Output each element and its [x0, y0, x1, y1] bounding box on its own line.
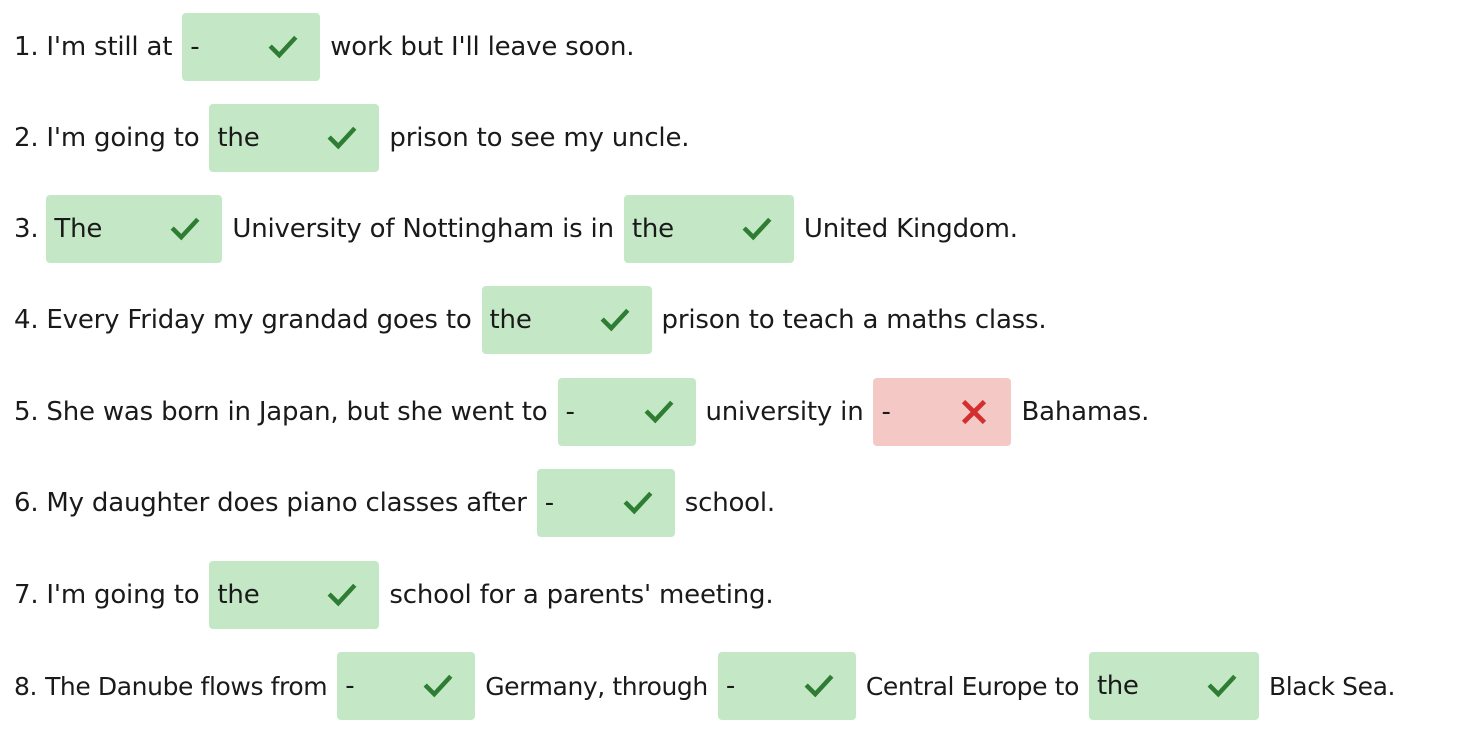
answer-gap-correct[interactable]: the [1088, 652, 1259, 720]
check-icon [644, 397, 674, 427]
sentence-number: 1. [14, 32, 39, 62]
check-icon [170, 214, 200, 244]
sentence-text: My daughter does piano classes after [46, 488, 527, 518]
answer-value: the [217, 123, 260, 153]
sentence-text: I'm going to [46, 580, 200, 610]
answer-gap-correct[interactable]: The [46, 195, 223, 263]
check-icon [742, 214, 772, 244]
sentence-number: 5. [14, 397, 39, 427]
answer-gap-correct[interactable]: - [717, 652, 856, 720]
sentence-text: work but I'll leave soon. [330, 32, 635, 62]
sentence-text: Black Sea. [1268, 671, 1396, 701]
sentence-text: prison to teach a maths class. [661, 305, 1047, 335]
answer-value: the [631, 214, 674, 244]
sentence-number: 2. [14, 123, 39, 153]
check-icon [268, 32, 298, 62]
check-icon [423, 671, 453, 701]
answer-value: - [565, 397, 575, 427]
answer-value: the [217, 580, 260, 610]
check-icon [804, 671, 834, 701]
sentence-text: Germany, through [485, 671, 708, 701]
check-icon [623, 488, 653, 518]
cross-icon [959, 397, 989, 427]
answer-gap-correct[interactable]: - [337, 652, 476, 720]
sentence-text: prison to see my uncle. [389, 123, 690, 153]
answer-value: - [544, 488, 554, 518]
answer-value: - [725, 671, 735, 701]
sentence-text: United Kingdom. [803, 214, 1018, 244]
sentence-text: Every Friday my grandad goes to [46, 305, 472, 335]
answer-value: the [1096, 671, 1139, 701]
check-icon [1207, 671, 1237, 701]
answer-gap-correct[interactable]: the [481, 286, 652, 354]
sentence-number: 3. [14, 214, 39, 244]
sentence-number: 8. [14, 671, 38, 701]
sentence-5: 5. She was born in Japan, but she went t… [14, 378, 1149, 446]
sentence-text: She was born in Japan, but she went to [46, 397, 548, 427]
answer-gap-correct[interactable]: the [209, 561, 380, 629]
answer-value: - [190, 32, 200, 62]
sentence-text: University of Nottingham is in [232, 214, 614, 244]
sentence-number: 7. [14, 580, 39, 610]
answer-gap-correct[interactable]: - [536, 469, 675, 537]
sentence-number: 6. [14, 488, 39, 518]
sentence-text: Central Europe to [865, 671, 1080, 701]
sentence-text: Bahamas. [1021, 397, 1150, 427]
answer-value: the [489, 305, 532, 335]
sentence-2: 2. I'm going to the prison to see my unc… [14, 104, 690, 172]
answer-gap-correct[interactable]: - [182, 13, 321, 81]
answer-gap-correct[interactable]: the [209, 104, 380, 172]
check-icon [327, 580, 357, 610]
sentence-6: 6. My daughter does piano classes after … [14, 469, 775, 537]
sentence-1: 1. I'm still at - work but I'll leave so… [14, 13, 634, 81]
sentence-4: 4. Every Friday my grandad goes to the p… [14, 286, 1047, 354]
answer-gap-correct[interactable]: - [557, 378, 696, 446]
sentence-text: university in [705, 397, 864, 427]
sentence-8: 8. The Danube flows from - Germany, thro… [14, 652, 1395, 720]
answer-value: - [345, 671, 355, 701]
sentence-3: 3. The University of Nottingham is in th… [14, 195, 1018, 263]
check-icon [600, 305, 630, 335]
sentence-7: 7. I'm going to the school for a parents… [14, 561, 774, 629]
answer-value: The [54, 214, 103, 244]
sentence-text: school for a parents' meeting. [389, 580, 774, 610]
sentence-text: I'm going to [46, 123, 200, 153]
check-icon [327, 123, 357, 153]
sentence-text: I'm still at [46, 32, 173, 62]
sentence-text: school. [684, 488, 775, 518]
answer-value: - [881, 397, 891, 427]
answer-gap-correct[interactable]: the [623, 195, 794, 263]
sentence-number: 4. [14, 305, 39, 335]
sentence-text: The Danube flows from [45, 671, 328, 701]
answer-gap-wrong[interactable]: - [873, 378, 1012, 446]
